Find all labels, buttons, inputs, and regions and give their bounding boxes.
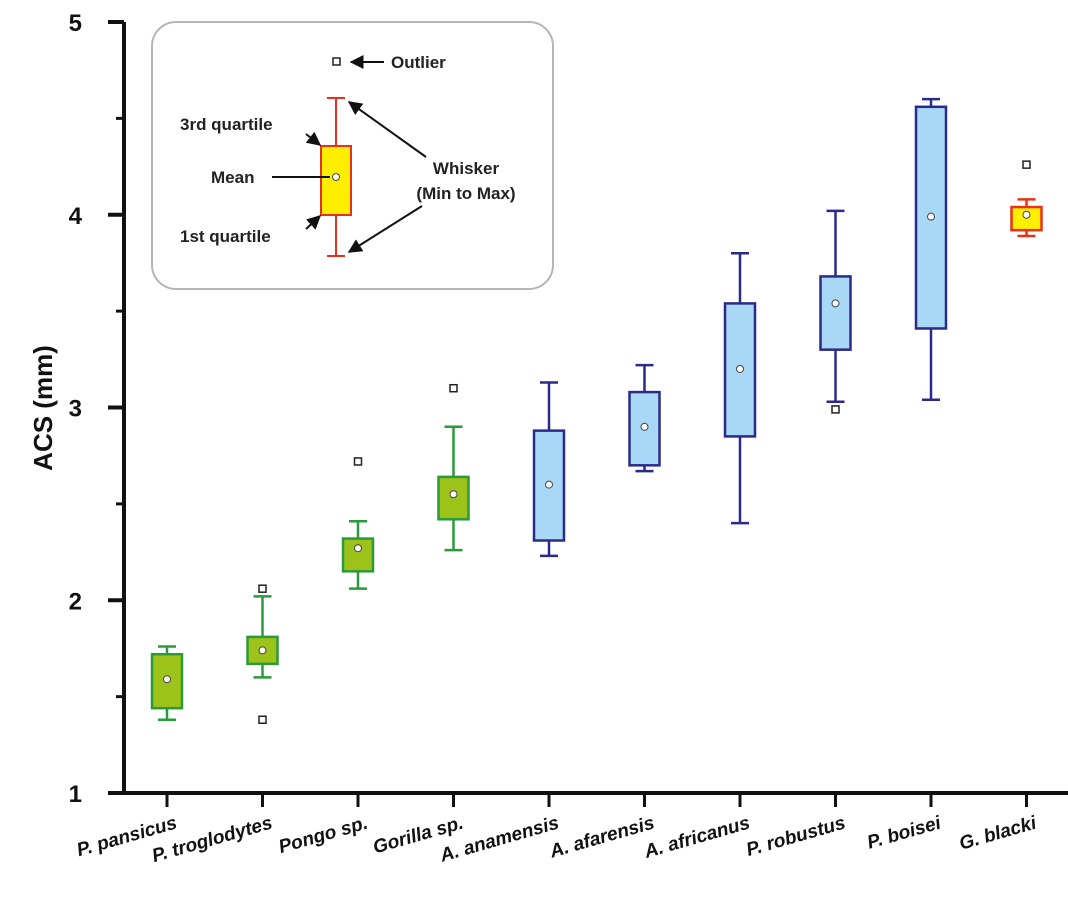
outlier-point	[831, 405, 840, 414]
box-iqr	[628, 390, 661, 467]
legend-first-quartile-arrow	[305, 215, 322, 230]
outlier-point	[1022, 160, 1031, 169]
legend-whisker-label: Whisker	[433, 159, 500, 178]
box-iqr	[341, 537, 375, 573]
legend-first-quartile-label: 1st quartile	[180, 227, 271, 246]
x-tick-label: A. africanus	[641, 813, 752, 863]
legend-third-quartile-arrow	[305, 131, 322, 146]
box-3	[341, 457, 375, 590]
mean-point	[1022, 210, 1031, 219]
box-9	[914, 97, 948, 402]
x-tick-label: Pongo sp.	[276, 813, 370, 858]
box-iqr	[437, 475, 470, 521]
outlier-point	[258, 584, 267, 593]
mean-point	[354, 544, 362, 553]
legend-whisker-range-label: (Min to Max)	[416, 184, 515, 203]
x-tick-label: G. blacki	[957, 812, 1040, 854]
legend-mean-label: Mean	[211, 168, 254, 187]
outlier-point	[449, 383, 458, 393]
x-tick-label: P. boisei	[865, 812, 944, 853]
box-2	[246, 584, 279, 725]
mean-point	[545, 480, 553, 489]
y-tick-label: 1	[69, 781, 82, 808]
mean-point	[163, 675, 171, 684]
legend-whisker-arrow-bottom	[347, 205, 423, 253]
mean-point	[831, 299, 840, 308]
legend-whisker-arrow-top	[347, 101, 427, 158]
box-10	[1010, 160, 1043, 238]
box-8	[819, 209, 852, 414]
y-axis-ticks: 1 2 3 4 5	[69, 10, 124, 808]
mean-point	[640, 422, 649, 431]
x-tick-label: A. afarensis	[547, 813, 657, 863]
y-tick-label: 5	[69, 10, 82, 37]
boxes-layer	[150, 97, 1043, 725]
box-7	[723, 252, 757, 525]
mean-point	[927, 212, 935, 221]
legend-frame	[151, 21, 554, 290]
y-tick-label: 4	[69, 203, 83, 230]
outlier-point	[353, 457, 363, 466]
mean-point	[258, 646, 267, 655]
outlier-point	[258, 715, 267, 725]
y-tick-label: 2	[69, 588, 82, 615]
box-iqr	[150, 652, 184, 710]
mean-point	[736, 364, 744, 373]
mean-point	[449, 490, 458, 499]
box-iqr	[819, 275, 852, 351]
legend-mean-dot	[332, 173, 340, 181]
legend: Outlier 3rd quartile Mean 1st quartile W…	[151, 21, 554, 290]
y-tick-label: 3	[69, 396, 82, 423]
x-tick-label: P. robustus	[744, 813, 848, 861]
legend-outlier-label: Outlier	[391, 53, 446, 72]
box-4	[437, 383, 470, 552]
legend-third-quartile-label: 3rd quartile	[180, 115, 273, 134]
box-6	[628, 363, 661, 473]
box-1	[150, 645, 184, 722]
legend-outlier-marker	[332, 57, 341, 66]
y-axis-label: ACS (mm)	[28, 345, 58, 471]
box-5	[532, 381, 566, 558]
